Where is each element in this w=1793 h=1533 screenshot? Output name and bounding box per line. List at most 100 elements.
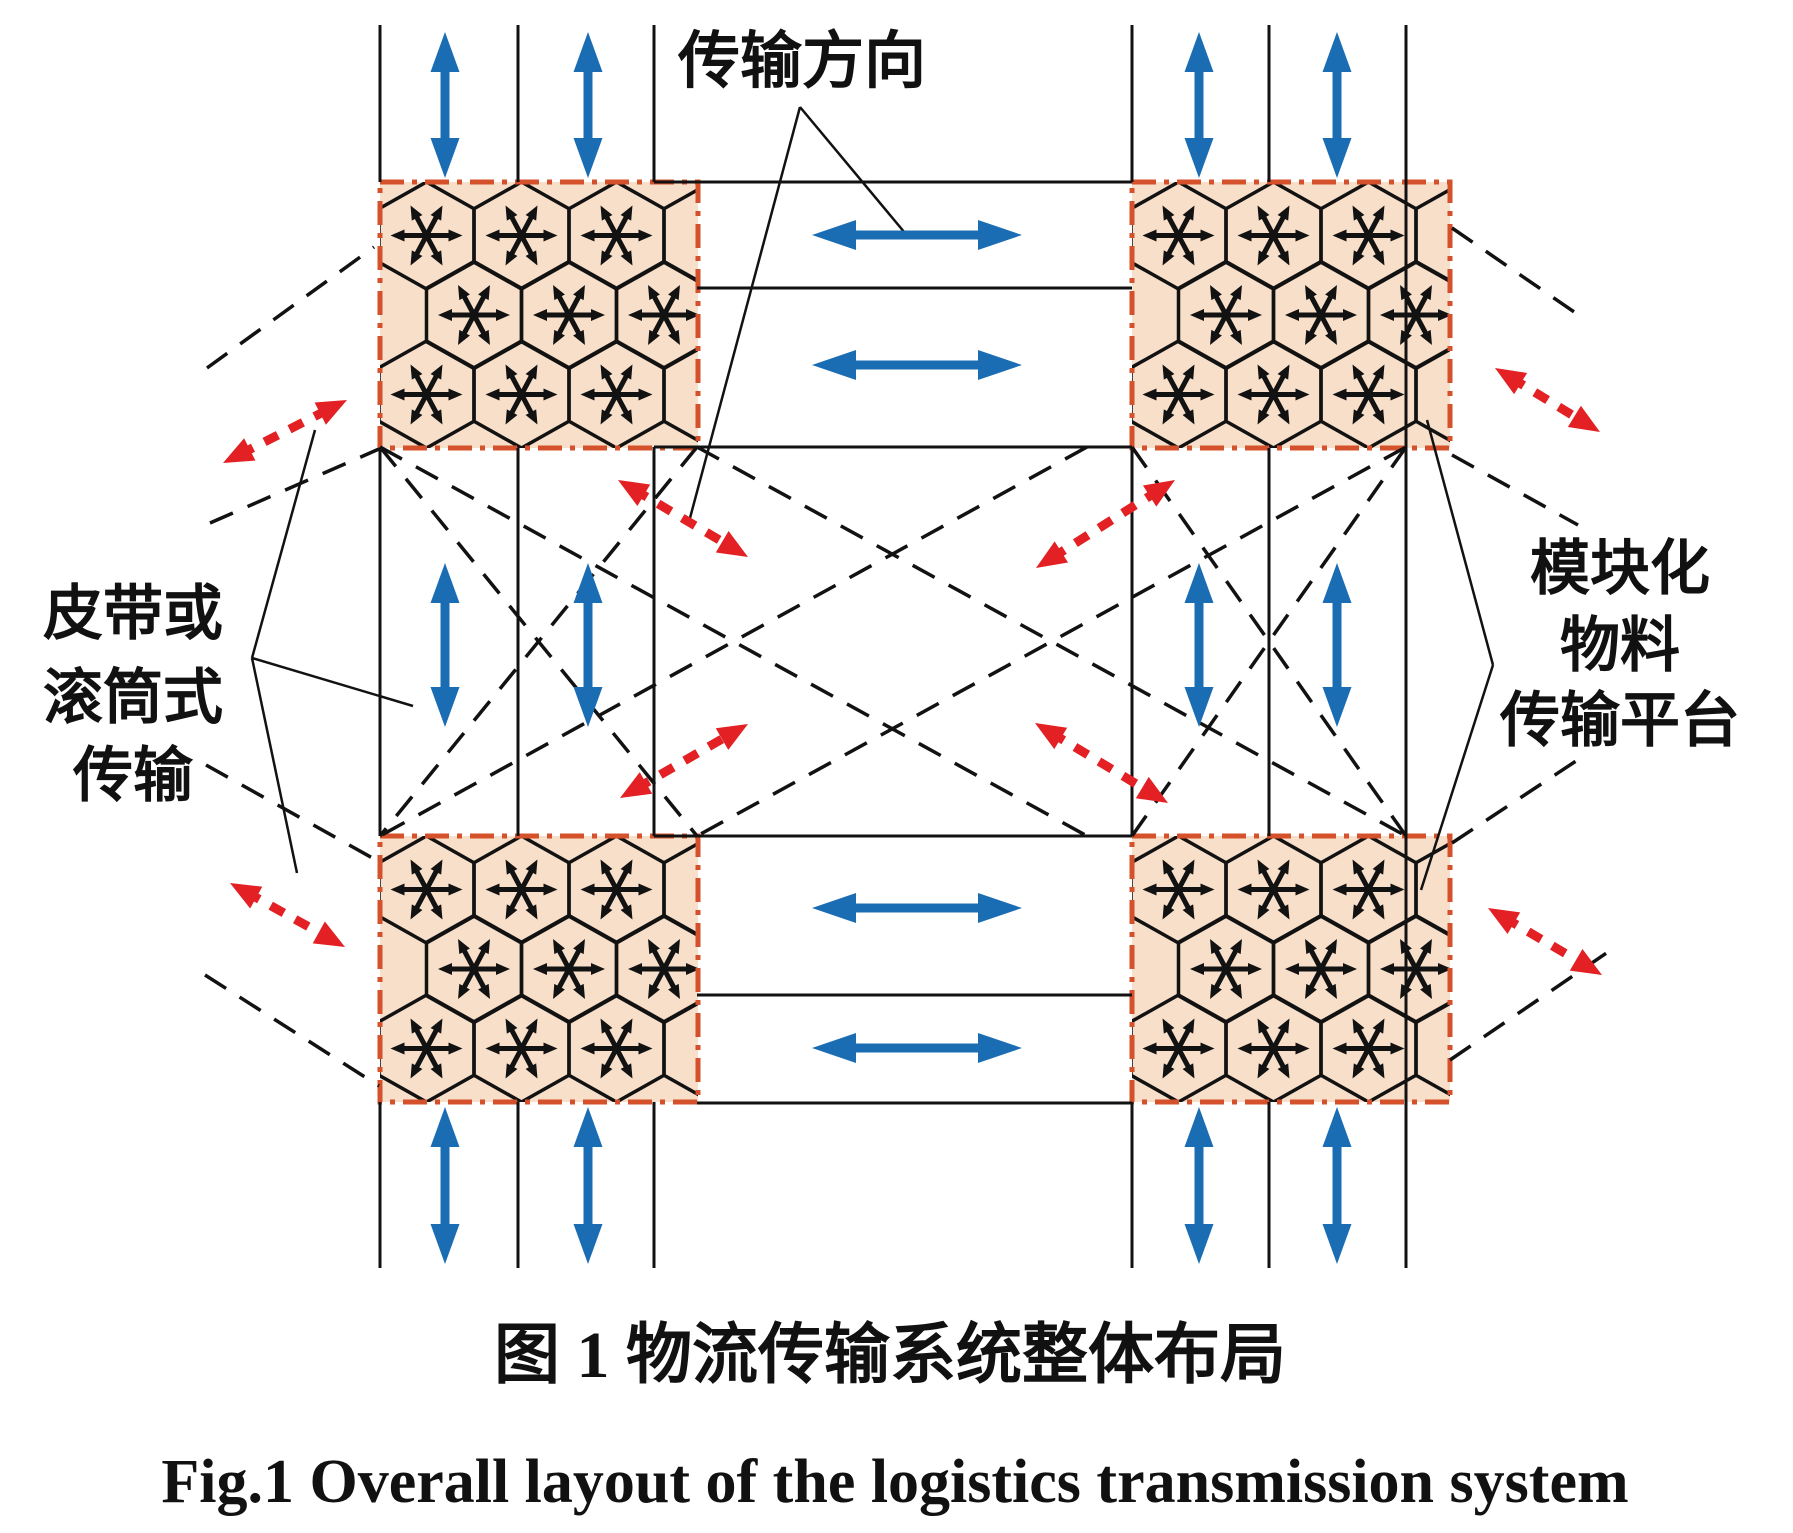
hex-direction-arrow-head xyxy=(505,205,518,221)
hex-direction-arrow-head xyxy=(1277,859,1290,875)
hex-direction-arrow-head xyxy=(1277,1063,1290,1079)
hex-arrows xyxy=(1237,1018,1310,1079)
hex-direction-arrow-head xyxy=(1277,364,1290,380)
hex-direction-arrow-head xyxy=(1352,859,1365,875)
dashed-transfer-line xyxy=(205,245,376,370)
hex-direction-arrow-head xyxy=(1257,409,1270,425)
hex-direction-arrow xyxy=(410,205,443,266)
hex-direction-arrow-head xyxy=(1182,364,1195,380)
hex-direction-arrow-head xyxy=(1390,1042,1405,1055)
hex-direction-arrow-head xyxy=(478,938,490,955)
hex-direction-arrow-head xyxy=(620,859,633,875)
hex-direction-arrow-head xyxy=(1182,859,1195,875)
hex-direction-arrow-head xyxy=(1237,1042,1252,1055)
hex-direction-arrow-head xyxy=(1352,205,1365,221)
hex-direction-arrow-head xyxy=(628,963,642,975)
hex-direction-arrow-head xyxy=(1230,983,1242,1000)
hex-direction-arrow-head xyxy=(448,388,463,401)
hex-direction-arrow-shaft xyxy=(1306,291,1336,339)
label-belt-roller-line2: 滚筒式 xyxy=(43,665,223,731)
hex-direction-arrow-head xyxy=(390,229,405,242)
label-belt-roller-line1: 皮带或 xyxy=(43,581,223,647)
red-diagonal-arrow xyxy=(230,883,345,947)
caption-zh: 图 1 物流传输系统整体布局 xyxy=(494,1319,1286,1392)
hex-direction-arrow-head xyxy=(1257,904,1270,920)
blue-vertical-arrow-head xyxy=(430,563,460,603)
hex-direction-arrow-head xyxy=(591,963,605,975)
blue-vertical-arrow xyxy=(430,563,460,727)
hex-direction-arrow xyxy=(1162,205,1195,266)
hex-direction-arrow-head xyxy=(553,983,565,1000)
hex-arrows xyxy=(390,205,463,266)
leader-line xyxy=(251,656,414,708)
hex-direction-arrow-head xyxy=(430,859,443,875)
hex-direction-arrow-head xyxy=(438,309,452,321)
label-transfer-direction: 传输方向 xyxy=(677,27,926,96)
cluster-border xyxy=(377,179,701,451)
hex-direction-arrow-head xyxy=(620,205,633,221)
red-diagonal-arrow-head xyxy=(230,883,263,909)
hex-direction-arrow-head xyxy=(1142,229,1157,242)
red-diagonal-arrow-head xyxy=(1488,908,1521,934)
hex-direction-arrow-head xyxy=(1372,205,1385,221)
hex-cell xyxy=(1414,1000,1450,1097)
hex-direction-arrow-head xyxy=(1200,1042,1215,1055)
hex-direction-arrow-head xyxy=(1210,938,1222,955)
red-diagonal-arrow xyxy=(1495,368,1600,432)
hex-direction-arrow-head xyxy=(430,904,443,920)
hex-direction-arrow-head xyxy=(485,883,500,896)
hex-arrows xyxy=(580,364,653,425)
hex-direction-arrow xyxy=(1210,938,1242,1000)
hex-direction-arrow-head xyxy=(553,938,565,955)
hex-direction-arrow xyxy=(1257,859,1290,920)
hex-direction-arrow-head xyxy=(1332,883,1347,896)
hex-cell xyxy=(662,1000,698,1097)
red-diagonal-arrow-shaft xyxy=(1508,373,1587,427)
hex-direction-arrow xyxy=(1162,859,1195,920)
hex-arrows xyxy=(533,938,605,1000)
hex-arrows xyxy=(1237,859,1310,920)
hex-direction-arrow-head xyxy=(1352,904,1365,920)
hex-direction-arrow-shaft xyxy=(412,211,441,260)
hex-direction-arrow-head xyxy=(390,388,405,401)
label-modular-platform-line1: 模块化 xyxy=(1530,536,1710,602)
cluster-border xyxy=(1129,833,1453,1105)
hex-arrows xyxy=(580,859,653,920)
hex-direction-arrow-head xyxy=(591,309,605,321)
diagonal-transfer-paths xyxy=(204,226,1609,1088)
hex-direction-arrow-head xyxy=(505,250,518,266)
hex-direction-arrow-shaft xyxy=(412,370,441,419)
hex-direction-arrow xyxy=(648,284,680,346)
red-diagonal-arrow-head xyxy=(314,400,347,425)
hex-direction-arrow xyxy=(505,205,538,266)
hex-direction-arrow-head xyxy=(505,1063,518,1079)
hex-direction-arrow-shaft xyxy=(1401,291,1431,339)
hex-cell xyxy=(1414,841,1450,938)
hex-direction-arrow xyxy=(648,938,680,1000)
blue-vertical-arrow xyxy=(573,32,603,178)
hex-direction-arrow xyxy=(1305,284,1337,346)
blue-horizontal-arrow xyxy=(812,220,1022,250)
hex-direction-arrow-head xyxy=(1420,983,1432,1000)
hex-direction-arrow-head xyxy=(1372,904,1385,920)
hex-direction-arrow-shaft xyxy=(554,291,584,339)
hex-direction-arrow-head xyxy=(1162,250,1175,266)
hex-direction-arrow-head xyxy=(1372,250,1385,266)
hex-direction-arrow-head xyxy=(478,983,490,1000)
hex-arrows xyxy=(1380,284,1450,346)
hex-direction-arrow-head xyxy=(543,229,558,242)
hex-arrows xyxy=(533,284,605,346)
hex-direction-arrow-head xyxy=(1277,409,1290,425)
hex-direction-arrow-head xyxy=(648,983,660,1000)
cluster-border xyxy=(377,833,701,1105)
hex-direction-arrow-head xyxy=(505,859,518,875)
cluster-top-left xyxy=(377,179,701,451)
hex-direction-arrow xyxy=(410,364,443,425)
hex-direction-arrow-head xyxy=(573,938,585,955)
label-belt-roller-line3: 传输 xyxy=(72,743,194,809)
red-diagonal-arrow xyxy=(620,724,748,798)
hex-cell xyxy=(662,346,698,443)
red-diagonal-arrow-head xyxy=(312,921,345,947)
blue-vertical-arrow xyxy=(430,1107,460,1264)
leader-line xyxy=(1425,419,1495,666)
